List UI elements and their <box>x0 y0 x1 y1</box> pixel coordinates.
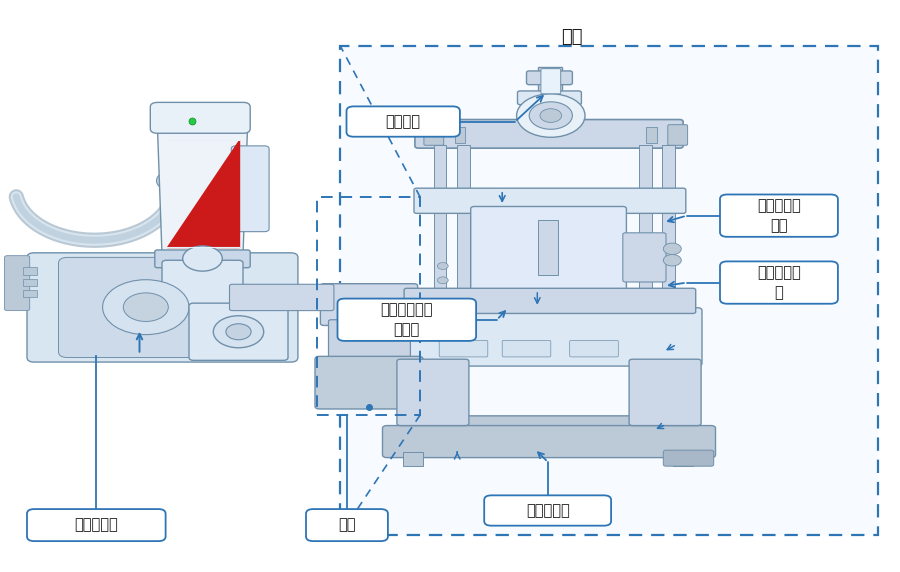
FancyBboxPatch shape <box>502 340 551 357</box>
FancyBboxPatch shape <box>673 452 693 466</box>
Bar <box>340 46 878 535</box>
FancyBboxPatch shape <box>315 356 423 409</box>
Circle shape <box>157 170 189 191</box>
FancyBboxPatch shape <box>320 284 418 325</box>
FancyBboxPatch shape <box>457 145 470 317</box>
FancyBboxPatch shape <box>484 495 611 526</box>
Circle shape <box>663 255 681 266</box>
FancyBboxPatch shape <box>415 120 683 148</box>
FancyBboxPatch shape <box>629 359 701 426</box>
FancyBboxPatch shape <box>306 509 388 541</box>
FancyBboxPatch shape <box>623 233 666 282</box>
FancyBboxPatch shape <box>434 145 446 317</box>
FancyBboxPatch shape <box>155 250 250 268</box>
FancyBboxPatch shape <box>720 194 838 237</box>
FancyBboxPatch shape <box>22 267 37 275</box>
FancyBboxPatch shape <box>662 145 675 317</box>
FancyBboxPatch shape <box>518 91 581 105</box>
FancyBboxPatch shape <box>27 509 166 541</box>
FancyBboxPatch shape <box>230 284 334 311</box>
FancyBboxPatch shape <box>424 125 444 145</box>
FancyBboxPatch shape <box>397 359 469 426</box>
FancyBboxPatch shape <box>150 102 250 133</box>
FancyBboxPatch shape <box>526 71 572 85</box>
FancyBboxPatch shape <box>414 188 686 213</box>
FancyBboxPatch shape <box>720 261 838 304</box>
Text: 电池片取爪开
合气缸: 电池片取爪开 合气缸 <box>381 303 433 337</box>
FancyBboxPatch shape <box>398 416 700 432</box>
Circle shape <box>437 277 448 284</box>
Text: 爪手: 爪手 <box>561 28 582 46</box>
Circle shape <box>103 280 189 335</box>
Text: 电池片上压
板: 电池片上压 板 <box>757 265 801 300</box>
Circle shape <box>226 324 251 340</box>
Circle shape <box>529 102 572 129</box>
Circle shape <box>663 243 681 255</box>
FancyBboxPatch shape <box>338 299 476 341</box>
FancyBboxPatch shape <box>570 340 618 357</box>
FancyBboxPatch shape <box>403 452 423 466</box>
Polygon shape <box>166 140 238 247</box>
FancyBboxPatch shape <box>471 206 626 294</box>
Circle shape <box>437 263 448 269</box>
FancyBboxPatch shape <box>382 426 716 458</box>
FancyBboxPatch shape <box>58 257 234 358</box>
FancyBboxPatch shape <box>439 340 488 357</box>
Text: 爪手: 爪手 <box>338 518 356 533</box>
FancyBboxPatch shape <box>538 220 558 275</box>
FancyBboxPatch shape <box>346 106 460 137</box>
FancyBboxPatch shape <box>404 288 696 313</box>
FancyBboxPatch shape <box>22 290 37 297</box>
Circle shape <box>123 293 168 321</box>
FancyBboxPatch shape <box>162 260 243 312</box>
Text: 电池片取爪: 电池片取爪 <box>526 503 570 518</box>
Polygon shape <box>158 129 248 255</box>
FancyBboxPatch shape <box>396 308 702 366</box>
FancyBboxPatch shape <box>328 320 410 362</box>
FancyBboxPatch shape <box>538 67 562 94</box>
FancyBboxPatch shape <box>639 145 652 317</box>
FancyBboxPatch shape <box>231 146 269 232</box>
Circle shape <box>517 94 585 137</box>
Bar <box>317 197 420 415</box>
FancyBboxPatch shape <box>454 127 465 143</box>
FancyBboxPatch shape <box>189 303 288 360</box>
FancyBboxPatch shape <box>541 69 561 94</box>
Text: 四轴机器人: 四轴机器人 <box>75 518 118 533</box>
FancyBboxPatch shape <box>27 253 298 362</box>
Circle shape <box>183 246 222 271</box>
Text: 电池片压板
气缸: 电池片压板 气缸 <box>757 198 801 233</box>
FancyBboxPatch shape <box>663 450 714 466</box>
FancyBboxPatch shape <box>668 125 688 145</box>
Circle shape <box>540 109 562 122</box>
FancyBboxPatch shape <box>646 127 657 143</box>
FancyBboxPatch shape <box>4 256 30 311</box>
Circle shape <box>213 316 264 348</box>
Text: 连接法兰: 连接法兰 <box>386 114 420 129</box>
FancyBboxPatch shape <box>22 279 37 286</box>
